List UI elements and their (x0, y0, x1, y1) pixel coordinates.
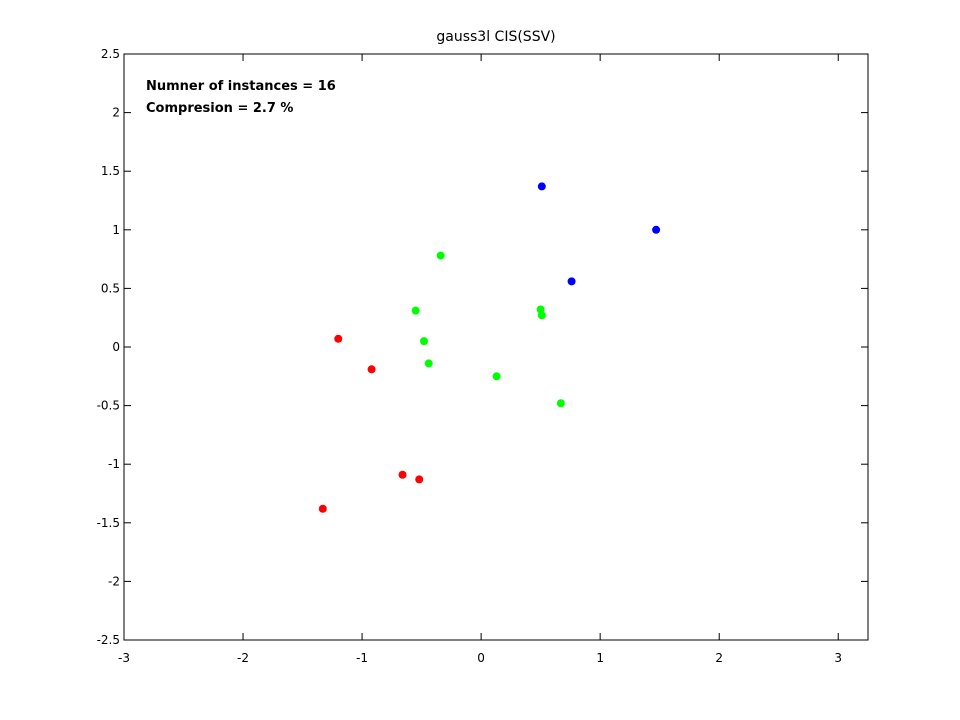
scatter-point (537, 311, 546, 320)
y-tick-label: 2.5 (101, 47, 120, 61)
y-tick-label: -2.5 (97, 633, 120, 647)
y-tick-label: -2 (108, 574, 120, 588)
scatter-point (537, 182, 546, 191)
x-tick-label: -1 (356, 651, 368, 665)
scatter-point (424, 359, 433, 368)
x-tick-label: 0 (477, 651, 485, 665)
annotation-compression: Compresion = 2.7 % (146, 101, 293, 116)
scatter-point (318, 504, 327, 513)
annotation-instances: Numner of instances = 16 (146, 79, 336, 94)
scatter-point (436, 251, 445, 260)
scatter-point (415, 475, 424, 484)
plot-area (123, 53, 869, 641)
scatter-point (411, 306, 420, 315)
scatter-point (492, 372, 501, 381)
x-tick-label: -2 (237, 651, 249, 665)
y-tick-label: 2 (112, 106, 120, 120)
scatter-point (419, 337, 428, 346)
scatter-point (334, 334, 343, 343)
scatter-point (652, 225, 661, 234)
scatter-point (556, 399, 565, 408)
y-tick-label: -1 (108, 457, 120, 471)
scatter-point (398, 470, 407, 479)
x-tick-label: 2 (715, 651, 723, 665)
axis-ticks: -3 -2 -1 0 1 2 3 -2.5 -2 -1.5 -1 -0.5 0 0.5 1 1.5 2 2.5 (97, 47, 868, 665)
y-tick-label: -0.5 (97, 399, 120, 413)
scatter-point (367, 365, 376, 374)
chart-title: gauss3l CIS(SSV) (436, 29, 555, 45)
y-tick-label: -1.5 (97, 516, 120, 530)
y-tick-label: 1 (112, 223, 120, 237)
y-tick-label: 0 (112, 340, 120, 354)
scatter-point (567, 277, 576, 286)
x-tick-label: 3 (834, 651, 842, 665)
y-tick-label: 0.5 (101, 281, 120, 295)
x-tick-label: 1 (596, 651, 604, 665)
y-tick-label: 1.5 (101, 164, 120, 178)
data-points (318, 182, 661, 513)
x-tick-label: -3 (118, 651, 130, 665)
